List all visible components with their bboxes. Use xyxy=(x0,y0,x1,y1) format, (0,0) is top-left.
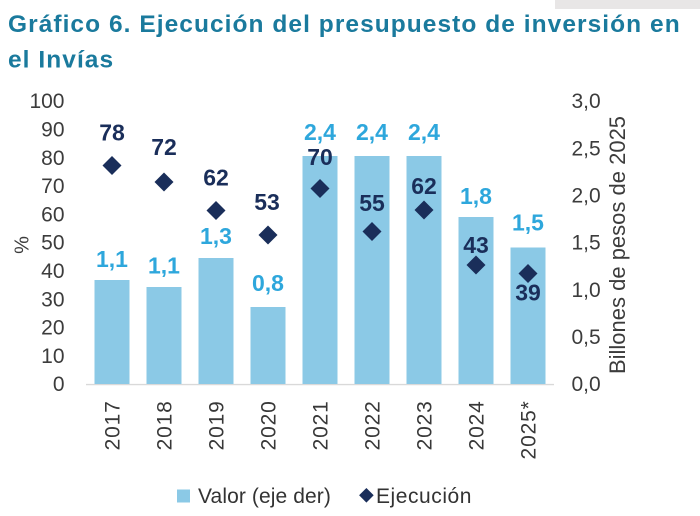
svg-text:0,5: 0,5 xyxy=(572,326,601,349)
svg-text:2,4: 2,4 xyxy=(356,119,388,145)
svg-text:78: 78 xyxy=(99,120,125,146)
svg-text:1,0: 1,0 xyxy=(572,279,601,302)
svg-text:2021: 2021 xyxy=(310,400,333,450)
svg-text:2022: 2022 xyxy=(362,400,385,450)
svg-text:Billones de pesos de 2025: Billones de pesos de 2025 xyxy=(605,116,630,374)
svg-text:100: 100 xyxy=(29,90,64,113)
svg-text:2018: 2018 xyxy=(154,400,177,450)
svg-text:39: 39 xyxy=(515,280,541,306)
svg-text:80: 80 xyxy=(41,147,64,170)
svg-text:2019: 2019 xyxy=(206,400,229,450)
svg-text:2,4: 2,4 xyxy=(304,119,336,145)
svg-text:1,5: 1,5 xyxy=(512,210,544,236)
svg-text:2,0: 2,0 xyxy=(572,185,601,208)
svg-text:el Invías: el Invías xyxy=(8,47,114,74)
svg-text:1,5: 1,5 xyxy=(572,232,601,255)
svg-text:1,3: 1,3 xyxy=(200,223,232,249)
svg-text:2,5: 2,5 xyxy=(572,137,601,160)
svg-text:62: 62 xyxy=(411,173,437,199)
svg-text:0: 0 xyxy=(53,373,65,396)
svg-text:2024: 2024 xyxy=(466,400,489,450)
svg-text:30: 30 xyxy=(41,288,64,311)
svg-text:53: 53 xyxy=(254,189,280,215)
svg-text:43: 43 xyxy=(463,232,489,258)
svg-text:40: 40 xyxy=(41,260,64,283)
svg-text:%: % xyxy=(12,236,34,254)
svg-text:70: 70 xyxy=(307,144,333,170)
svg-text:2025*: 2025* xyxy=(518,400,541,459)
svg-text:0,0: 0,0 xyxy=(572,373,601,396)
svg-text:0,8: 0,8 xyxy=(252,270,284,296)
svg-text:1,1: 1,1 xyxy=(148,253,180,279)
svg-text:72: 72 xyxy=(151,134,177,160)
svg-text:Valor (eje der): Valor (eje der) xyxy=(198,485,331,508)
svg-text:2,4: 2,4 xyxy=(408,119,440,145)
svg-text:20: 20 xyxy=(41,317,64,340)
svg-text:1,1: 1,1 xyxy=(96,246,128,272)
svg-text:60: 60 xyxy=(41,203,64,226)
svg-text:1,8: 1,8 xyxy=(460,183,492,209)
svg-text:70: 70 xyxy=(41,175,64,198)
svg-text:Gráfico 6. Ejecución del presu: Gráfico 6. Ejecución del presupuesto de … xyxy=(8,11,681,38)
svg-text:2023: 2023 xyxy=(414,400,437,450)
svg-text:55: 55 xyxy=(359,190,385,216)
svg-text:Ejecución: Ejecución xyxy=(376,485,472,508)
svg-text:10: 10 xyxy=(41,345,64,368)
svg-text:2017: 2017 xyxy=(102,400,125,450)
svg-text:2020: 2020 xyxy=(258,400,281,450)
svg-text:3,0: 3,0 xyxy=(572,90,601,113)
svg-text:50: 50 xyxy=(41,232,64,255)
svg-text:62: 62 xyxy=(203,165,229,191)
svg-text:90: 90 xyxy=(41,119,64,142)
